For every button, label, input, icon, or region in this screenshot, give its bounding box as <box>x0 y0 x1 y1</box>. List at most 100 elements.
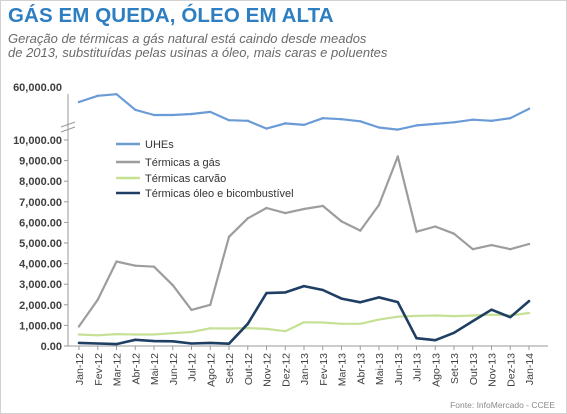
series-3-point <box>209 341 212 345</box>
x-tick-label: Out-12 <box>243 353 255 385</box>
legend-label-3: Térmicas óleo e bicombustível <box>145 188 294 200</box>
series-2-point <box>340 322 343 325</box>
series-2-point <box>227 327 231 330</box>
x-tick-label: Jan-13 <box>299 353 311 385</box>
series-1-point <box>396 155 399 158</box>
series-0-point <box>265 127 268 130</box>
y-tick-label: 8,000.00 <box>19 176 62 188</box>
series-3-point <box>96 342 99 345</box>
series-1-point <box>171 284 174 287</box>
y-tick-label: 9,000.00 <box>19 156 62 168</box>
series-0-point <box>96 94 99 98</box>
series-0-point <box>134 108 137 112</box>
series-1-point <box>284 211 287 215</box>
series-3-point <box>434 339 437 342</box>
page-title: GÁS EM QUEDA, ÓLEO EM ALTA <box>8 4 334 27</box>
x-tick-label: Dez-13 <box>505 353 517 387</box>
series-2-point <box>115 332 118 336</box>
series-0-point <box>190 112 193 116</box>
series-1-point <box>227 235 231 239</box>
series-0-point <box>509 116 512 120</box>
series-0-point <box>321 116 324 120</box>
series-1-point <box>321 204 324 208</box>
y-tick-label-top: 60,000.00 <box>13 82 62 94</box>
series-0-point <box>396 128 399 131</box>
series-3-point <box>471 319 474 323</box>
x-tick-label: Dez-12 <box>280 353 292 387</box>
series-3-point <box>396 300 399 304</box>
subtitle-line-2: de 2013, substituídas pelas usinas a óle… <box>8 45 388 60</box>
series-2-point <box>171 332 174 335</box>
series-3-point <box>284 291 287 294</box>
series-3-point <box>377 296 381 299</box>
series-2-point <box>359 322 362 325</box>
series-3-point <box>265 291 268 295</box>
y-tick-label: 3,000.00 <box>19 279 62 291</box>
series-3-point <box>134 338 137 342</box>
series-2-point <box>396 315 399 318</box>
x-tick-label: Mai-12 <box>149 353 161 385</box>
series-3-point <box>359 301 362 304</box>
series-0-point <box>302 123 306 127</box>
series-2-point <box>527 311 531 315</box>
series-0-point <box>471 118 474 121</box>
series-2-point <box>321 321 324 324</box>
series-3-point <box>340 297 343 300</box>
legend-label-2: Térmicas carvão <box>145 173 226 185</box>
series-0-point <box>152 113 156 117</box>
x-tick-label: Jan-12 <box>74 353 86 385</box>
series-1-point <box>77 325 81 328</box>
series-1-point <box>190 308 193 312</box>
series-3-point <box>246 322 249 325</box>
series-1-point <box>134 264 137 267</box>
series-3-point <box>77 341 81 345</box>
series-3-point <box>302 284 306 288</box>
series-3-point <box>527 299 531 303</box>
x-tick-label: Jun-13 <box>393 353 405 385</box>
series-1-point <box>115 260 118 263</box>
x-tick-label: Jun-12 <box>168 353 180 385</box>
series-3-point <box>115 342 118 346</box>
y-tick-label: 7,000.00 <box>19 197 62 209</box>
y-tick-label: 4,000.00 <box>19 259 62 271</box>
x-tick-label: Jan-14 <box>524 353 536 385</box>
series-2-point <box>190 330 193 334</box>
series-1-point <box>471 247 474 251</box>
series-3-point <box>227 342 231 345</box>
series-3-point <box>190 342 193 345</box>
series-1-point <box>96 298 99 301</box>
series-line-2 <box>77 311 531 337</box>
series-2-point <box>96 334 99 337</box>
series-1-point <box>527 242 531 246</box>
series-3-point <box>452 331 456 335</box>
series-3-point <box>490 308 493 311</box>
series-3-point <box>152 339 156 343</box>
series-3-point <box>415 336 418 340</box>
series-2-point <box>471 314 474 317</box>
series-2-point <box>284 329 287 333</box>
x-tick-label: Jul-12 <box>187 353 199 382</box>
series-0-point <box>284 122 287 125</box>
series-0-point <box>171 113 174 117</box>
series-0-point <box>452 121 456 124</box>
series-1-point <box>434 225 437 228</box>
series-1-point <box>359 229 362 232</box>
source-note: Fonte: InfoMercado - CCEE <box>450 400 555 410</box>
series-1-point <box>415 230 418 233</box>
series-1-point <box>209 303 212 306</box>
x-tick-label: Nov-12 <box>262 353 274 387</box>
series-3-point <box>171 340 174 343</box>
series-0-point <box>115 93 118 96</box>
series-2-point <box>302 321 306 324</box>
series-1-point <box>452 232 456 235</box>
series-0-point <box>415 124 418 127</box>
series-2-point <box>434 314 437 317</box>
series-0-point <box>227 119 231 122</box>
x-tick-label: Abr-12 <box>130 353 142 385</box>
series-2-point <box>209 327 212 330</box>
x-tick-label: Ago-12 <box>205 353 217 387</box>
series-2-point <box>77 333 81 336</box>
chart-subtitle: Geração de térmicas a gás natural está c… <box>8 32 548 60</box>
series-1-point <box>490 243 493 247</box>
series-2-point <box>246 326 249 330</box>
